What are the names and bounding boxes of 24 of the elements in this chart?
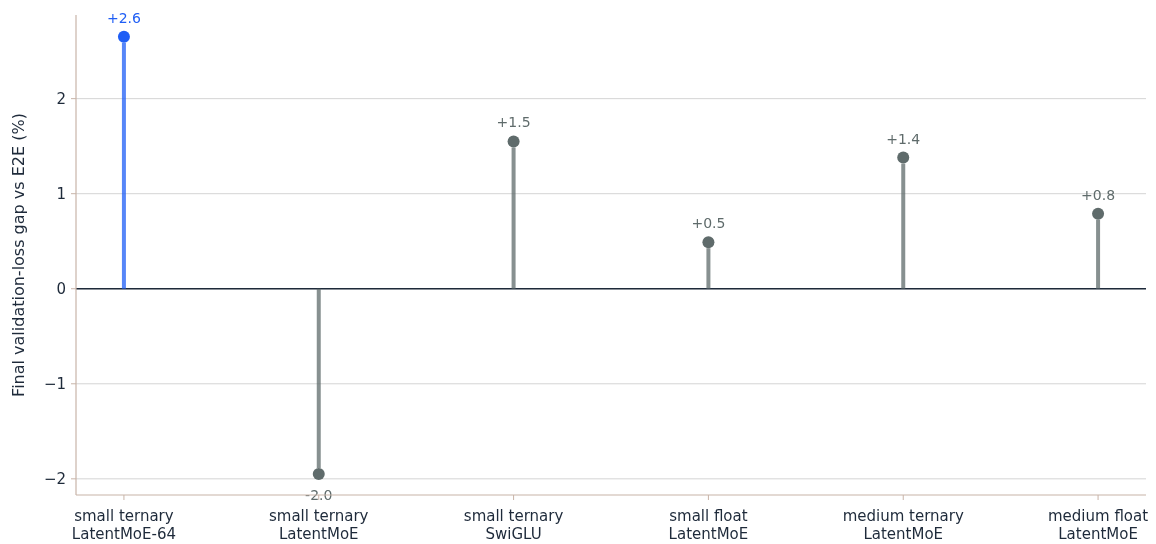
y-tick-label: −1 [43, 375, 66, 394]
y-tick-label: 0 [56, 279, 66, 298]
x-tick-label: medium ternary LatentMoE [842, 507, 964, 543]
x-tick-label: small ternary LatentMoE [269, 507, 369, 543]
y-tick-label: 1 [56, 184, 66, 203]
data-label: +0.5 [691, 215, 726, 232]
point [117, 30, 130, 43]
point [897, 151, 910, 164]
point [1092, 207, 1105, 220]
data-label: +1.4 [886, 130, 921, 147]
y-tick-label: 2 [56, 89, 66, 108]
point [312, 468, 325, 481]
data-label: +1.5 [496, 114, 531, 131]
x-tick-label: small float LatentMoE [668, 507, 749, 543]
data-label: -2.0 [305, 487, 333, 504]
data-label: +2.6 [106, 9, 142, 26]
x-tick-label: small ternary LatentMoE-64 [71, 507, 177, 543]
x-tick-label: medium float LatentMoE [1048, 507, 1149, 543]
y-axis-title: Final validation-loss gap vs E2E (%) [9, 113, 28, 397]
point [507, 135, 520, 148]
data-label: +0.8 [1081, 186, 1116, 203]
y-tick-label: −2 [43, 470, 66, 489]
point [702, 236, 715, 249]
x-tick-label: small ternary SwiGLU [463, 507, 564, 543]
